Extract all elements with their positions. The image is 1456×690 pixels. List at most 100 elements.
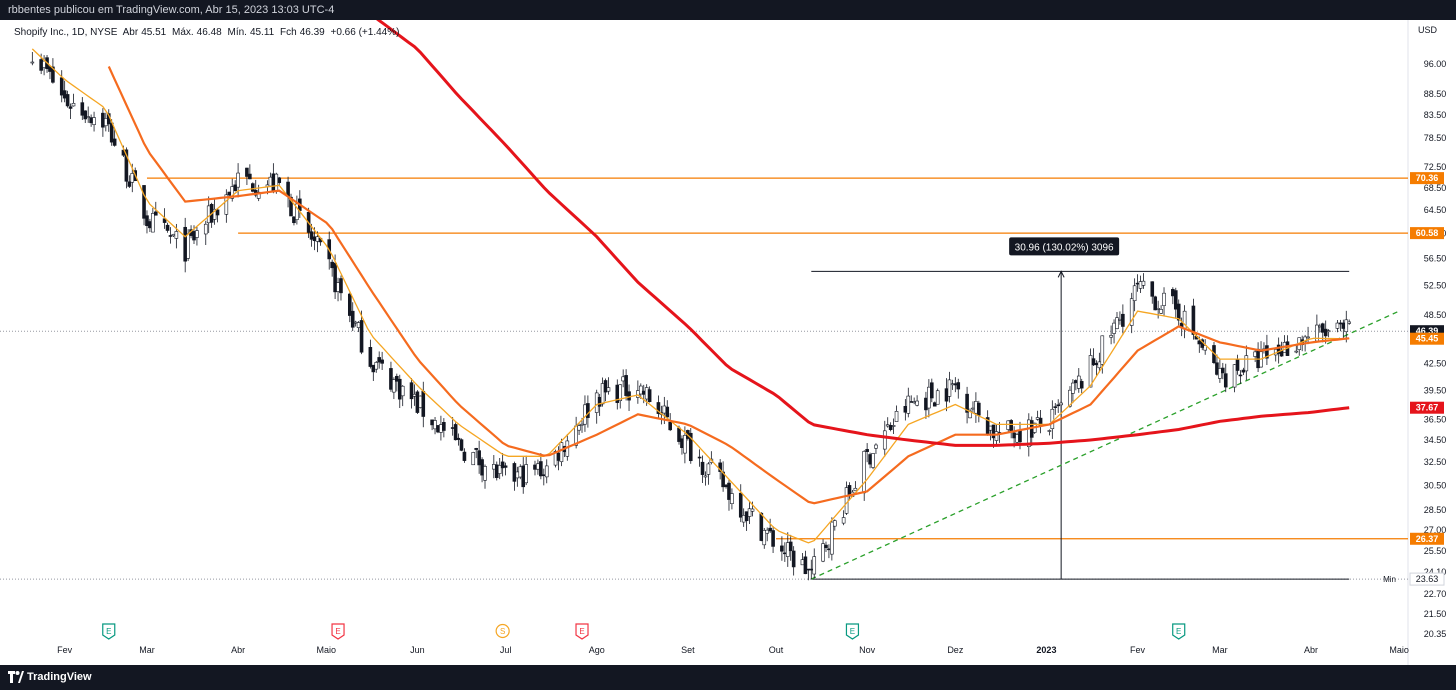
- candle-body: [947, 379, 952, 397]
- candle-body: [1218, 368, 1222, 379]
- price-chart[interactable]: USD 96.00 88.50 83.50 78.50 72.50 68.50 64.50 60…: [0, 20, 1456, 665]
- y-tick-label: 39.50: [1424, 385, 1447, 395]
- candle-body: [536, 463, 540, 470]
- candle-body: [874, 444, 878, 449]
- candle-body: [1094, 363, 1099, 366]
- candle-body: [738, 492, 743, 518]
- y-tick-label: 24.10: [1424, 567, 1447, 577]
- candle-body: [765, 529, 769, 534]
- candle-body: [230, 186, 235, 199]
- candle-body: [988, 425, 993, 431]
- candle-body: [389, 368, 393, 390]
- y-tick-label: 83.50: [1424, 110, 1447, 120]
- price-label-text: 46.39: [1416, 326, 1439, 336]
- candle-body: [647, 389, 652, 403]
- candle-body: [821, 543, 825, 562]
- footer-bar: TradingView: [0, 665, 1456, 690]
- candle-body: [415, 391, 420, 413]
- y-tick-label: 56.50: [1424, 254, 1447, 264]
- candle-body: [783, 552, 787, 555]
- price-label-prefix: Min: [1383, 575, 1396, 584]
- candle-body: [809, 568, 814, 571]
- y-tick-label: 42.50: [1424, 358, 1447, 368]
- candle-body: [1068, 389, 1072, 407]
- price-label-box: [1410, 172, 1444, 185]
- y-tick-label: 27.00: [1424, 525, 1447, 535]
- candle-body: [806, 568, 811, 571]
- candle-body: [512, 463, 517, 482]
- candle-body: [333, 262, 337, 293]
- candle-body: [762, 530, 767, 546]
- x-tick-label: Abr: [231, 645, 245, 655]
- price-label-text: 60.58: [1416, 228, 1439, 238]
- candle-body: [586, 403, 590, 418]
- candle-body: [409, 382, 414, 400]
- candle-body: [233, 184, 237, 192]
- x-tick-label: Maio: [317, 645, 337, 655]
- candle-body: [168, 235, 173, 237]
- x-tick-label: Jul: [500, 645, 512, 655]
- candle-body: [289, 196, 293, 217]
- candle-body: [750, 508, 755, 512]
- candle-body: [256, 191, 261, 199]
- candle-body: [315, 236, 320, 242]
- candle-body: [1118, 318, 1122, 321]
- event-marker-letter: E: [579, 627, 584, 636]
- candle-body: [780, 545, 784, 552]
- x-tick-label: Dez: [947, 645, 964, 655]
- candle-body: [503, 465, 508, 468]
- candle-body: [277, 177, 282, 183]
- candle-body: [1173, 290, 1178, 310]
- candle-body: [600, 383, 605, 405]
- candle-body: [974, 401, 978, 414]
- legend-low-value: 45.11: [249, 27, 275, 38]
- candle-body: [727, 482, 731, 500]
- candle-body: [1232, 364, 1237, 388]
- candle-body: [639, 385, 643, 395]
- chart-area[interactable]: USD 96.00 88.50 83.50 78.50 72.50 68.50 64.50 60…: [0, 20, 1456, 665]
- candle-body: [539, 461, 543, 477]
- candle-body: [1162, 292, 1166, 306]
- candle-body: [1088, 355, 1093, 388]
- candle-body: [665, 406, 670, 418]
- candle-body: [683, 435, 687, 454]
- event-marker-icon: E: [1172, 623, 1186, 640]
- candle-body: [544, 465, 549, 478]
- y-tick-label: 64.50: [1424, 205, 1447, 215]
- candle-body: [39, 59, 43, 71]
- candle-body: [347, 293, 352, 316]
- candle-body: [51, 66, 55, 83]
- event-marker-icon: E: [331, 623, 345, 640]
- candle-body: [518, 466, 523, 478]
- candle-body: [697, 456, 702, 459]
- measure-arrow-icon: [1057, 270, 1065, 278]
- candle-body: [497, 465, 502, 474]
- candle-body: [730, 493, 734, 504]
- symbol-legend: Shopify Inc., 1D, NYSE Abr 45.51 Máx. 46.4…: [14, 27, 402, 38]
- x-tick-label: Fev: [57, 645, 73, 655]
- x-tick-label: Out: [769, 645, 784, 655]
- candle-body: [1132, 285, 1137, 301]
- currency-label: USD: [1418, 25, 1438, 35]
- candle-body: [418, 395, 423, 408]
- candle-body: [350, 310, 355, 328]
- candle-body: [541, 474, 546, 476]
- candle-body: [295, 203, 299, 220]
- candle-body: [862, 451, 867, 494]
- price-label-text: 45.45: [1416, 334, 1439, 344]
- y-tick-label: 52.50: [1424, 281, 1447, 291]
- x-tick-label: Nov: [859, 645, 876, 655]
- legend-open-value: 45.51: [141, 27, 167, 38]
- candle-body: [871, 453, 875, 468]
- candle-body: [336, 282, 340, 292]
- candle-body: [1156, 308, 1160, 310]
- candle-body: [195, 230, 199, 238]
- candle-body: [977, 402, 981, 416]
- candle-body: [439, 424, 443, 433]
- brand-name: TradingView: [27, 671, 92, 683]
- event-marker-letter: E: [335, 627, 340, 636]
- candle-body: [1265, 345, 1269, 359]
- candle-body: [515, 471, 520, 479]
- event-marker-icon: E: [845, 623, 860, 640]
- candle-body: [483, 466, 487, 481]
